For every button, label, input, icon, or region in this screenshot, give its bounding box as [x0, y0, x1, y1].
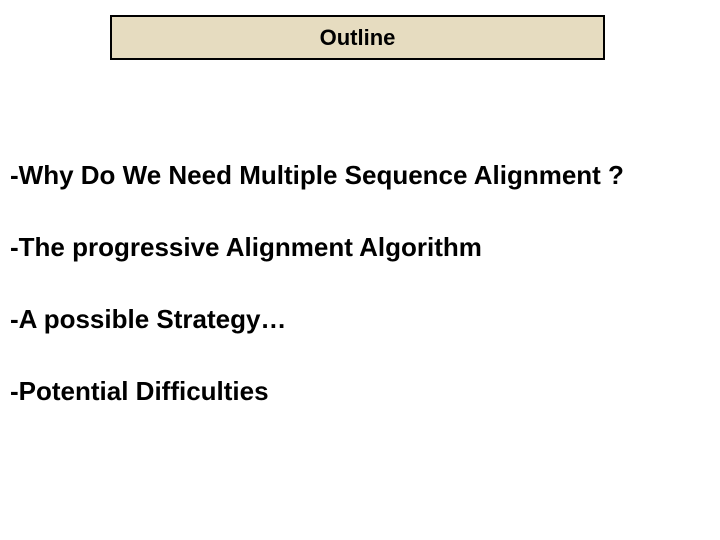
bullet-item: -Potential Difficulties [10, 376, 269, 407]
title-text: Outline [320, 25, 396, 51]
title-box: Outline [110, 15, 605, 60]
bullet-item: -Why Do We Need Multiple Sequence Alignm… [10, 160, 624, 191]
bullet-item: -A possible Strategy… [10, 304, 286, 335]
slide: Outline -Why Do We Need Multiple Sequenc… [0, 0, 720, 540]
bullet-item: -The progressive Alignment Algorithm [10, 232, 482, 263]
